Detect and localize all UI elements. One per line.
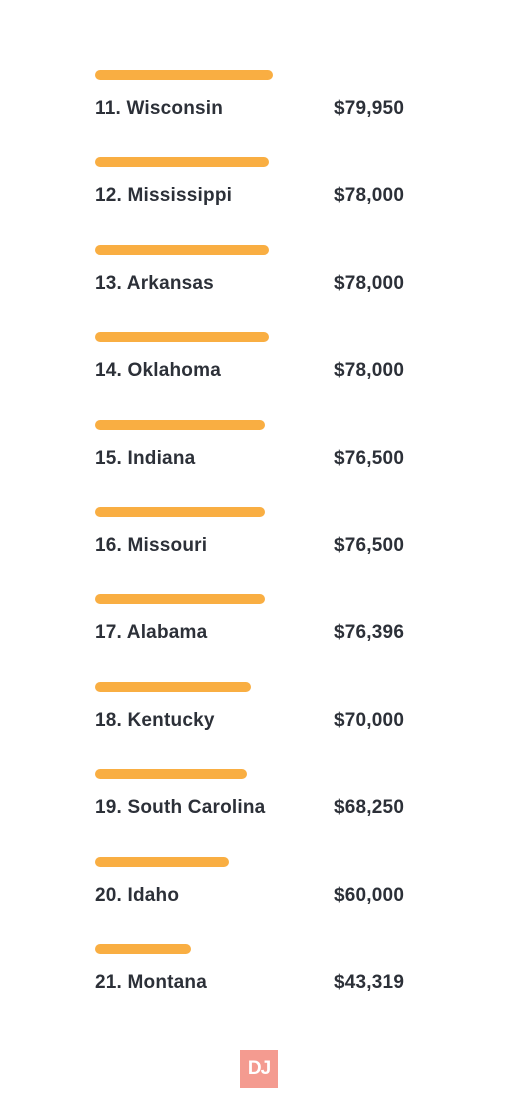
category-label: 17. Alabama xyxy=(95,622,208,644)
chart-row: 16. Missouri $76,500 xyxy=(0,507,514,567)
category-label: 13. Arkansas xyxy=(95,272,214,294)
chart-bar xyxy=(95,769,247,780)
value-label: $78,000 xyxy=(334,272,405,294)
value-label: $76,500 xyxy=(334,447,405,469)
bar-chart: 11. Wisconsin $79,950 12. Mississippi $78,0… xyxy=(0,70,514,1004)
chart-bar xyxy=(95,419,266,430)
category-label: 15. Indiana xyxy=(95,447,196,469)
chart-bar xyxy=(95,594,266,605)
chart-row: 15. Indiana $76,500 xyxy=(0,419,514,480)
category-label: 16. Missouri xyxy=(95,535,208,556)
value-label: $76,500 xyxy=(334,535,405,556)
value-label: $43,319 xyxy=(334,972,405,993)
chart-bar xyxy=(95,332,269,343)
value-label: $79,950 xyxy=(334,98,405,119)
chart-row: 12. Mississippi $78,000 xyxy=(0,157,514,217)
value-label: $78,000 xyxy=(334,360,405,382)
category-label: 11. Wisconsin xyxy=(95,98,224,119)
chart-bar xyxy=(95,681,251,692)
chart-row: 17. Alabama $76,396 xyxy=(0,594,514,654)
category-label: 14. Oklahoma xyxy=(95,360,221,382)
chart-row: 21. Montana $43,319 xyxy=(0,944,514,1004)
chart-bar xyxy=(95,244,269,255)
value-label: $60,000 xyxy=(334,884,405,906)
chart-row: 20. Idaho $60,000 xyxy=(0,856,514,917)
category-label: 18. Kentucky xyxy=(95,709,215,731)
chart-bar xyxy=(95,856,229,867)
chart-bar xyxy=(95,70,273,80)
value-label: $70,000 xyxy=(334,709,405,731)
value-label: $76,396 xyxy=(334,622,405,644)
chart-row: 13. Arkansas $78,000 xyxy=(0,244,514,305)
chart-row: 18. Kentucky $70,000 xyxy=(0,681,514,742)
chart-bar xyxy=(95,157,269,168)
category-label: 19. South Carolina xyxy=(95,797,266,819)
category-label: 12. Mississippi xyxy=(95,185,233,207)
chart-row: 14. Oklahoma $78,000 xyxy=(0,332,514,392)
value-label: $78,000 xyxy=(334,185,405,207)
chart-row: 11. Wisconsin $79,950 xyxy=(0,70,514,130)
value-label: $68,250 xyxy=(334,797,405,819)
chart-bar xyxy=(95,944,192,954)
chart-row: 19. South Carolina $68,250 xyxy=(0,769,514,829)
category-label: 21. Montana xyxy=(95,972,207,993)
chart-bar xyxy=(95,507,266,517)
dj-logo: DJ xyxy=(240,1050,278,1088)
category-label: 20. Idaho xyxy=(95,884,180,906)
